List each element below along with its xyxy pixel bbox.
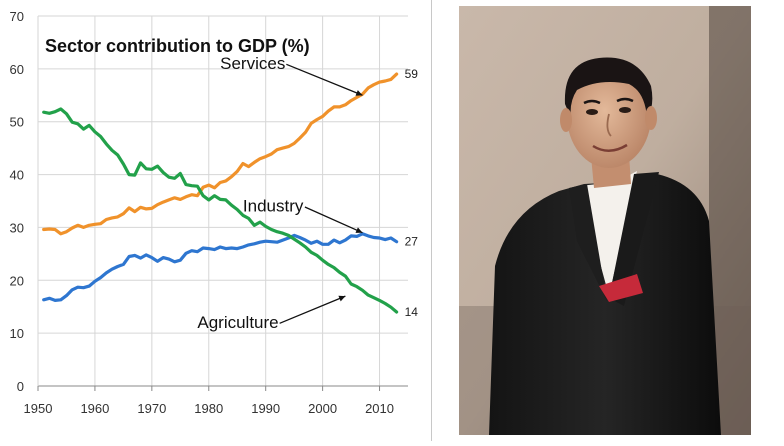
annotation-label: Agriculture xyxy=(197,313,278,332)
annotation-label: Services xyxy=(220,54,285,73)
y-tick-label: 50 xyxy=(10,115,24,130)
portrait-photo xyxy=(459,6,751,435)
end-value-label-industry: 27 xyxy=(405,235,419,249)
y-tick-label: 10 xyxy=(10,326,24,341)
panel-divider xyxy=(431,0,432,441)
portrait-photo-image xyxy=(459,6,751,435)
x-tick-label: 1950 xyxy=(24,401,53,416)
y-tick-label: 60 xyxy=(10,62,24,77)
x-tick-label: 1980 xyxy=(194,401,223,416)
gridlines xyxy=(38,15,408,386)
series-line-services xyxy=(42,72,399,236)
y-tick-label: 70 xyxy=(10,9,24,24)
end-value-label-agriculture: 14 xyxy=(405,305,419,319)
annotation-arrowhead xyxy=(338,295,346,302)
series-lines: 59 27 14 xyxy=(42,67,419,319)
series-line-agriculture xyxy=(42,107,399,314)
y-tick-label: 20 xyxy=(10,273,24,288)
axes: 0 10 20 30 40 50 60 70 1950 1960 1970 1980 1990 2000 2… xyxy=(10,9,408,416)
chart-canvas: 0 10 20 30 40 50 60 70 1950 1960 1970 1980 1990 2000 2… xyxy=(10,9,419,416)
annotation-arrowhead xyxy=(355,90,363,96)
x-tick-label: 1970 xyxy=(137,401,166,416)
end-value-label-services: 59 xyxy=(405,67,419,81)
annotation-arrow-line xyxy=(286,63,363,96)
y-tick-label: 0 xyxy=(17,379,24,394)
annotation-label: Industry xyxy=(243,197,304,216)
x-tick-label: 1960 xyxy=(80,401,109,416)
x-tick-label: 2010 xyxy=(365,401,394,416)
annotation-arrow-line xyxy=(304,206,363,234)
annotation-arrowhead xyxy=(355,227,363,233)
gdp-sector-chart: 0 10 20 30 40 50 60 70 1950 1960 1970 1980 1990 2000 2… xyxy=(10,9,419,416)
chart-title: Sector contribution to GDP (%) xyxy=(45,36,310,56)
annotations: Services Industry Agriculture xyxy=(197,54,363,332)
series-line-industry xyxy=(42,232,399,302)
y-tick-label: 40 xyxy=(10,168,24,183)
x-tick-label: 2000 xyxy=(308,401,337,416)
annotation-arrow-line xyxy=(279,295,346,324)
x-tick-label: 1990 xyxy=(251,401,280,416)
y-tick-label: 30 xyxy=(10,220,24,235)
